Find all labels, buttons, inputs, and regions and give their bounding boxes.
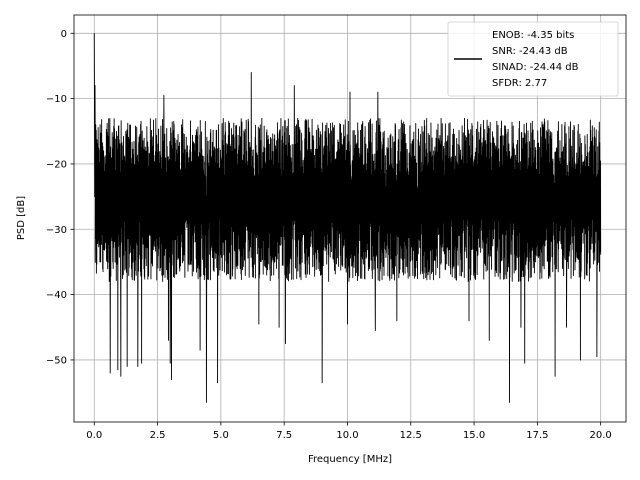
legend-label-sfdr: SFDR: 2.77 <box>492 78 547 89</box>
y-tick-label: 0 <box>61 29 67 40</box>
legend-label-enob: ENOB: -4.35 bits <box>492 30 574 41</box>
x-tick-label: 5.0 <box>213 430 229 441</box>
legend-label-sinad: SINAD: -24.44 dB <box>492 62 579 73</box>
psd-series <box>93 33 602 403</box>
legend: ENOB: -4.35 bits SNR: -24.43 dB SINAD: -… <box>447 21 619 97</box>
x-tick-label: 15.0 <box>463 430 485 441</box>
x-tick-label: 0.0 <box>86 430 102 441</box>
x-tick-label: 2.5 <box>150 430 166 441</box>
y-axis-ticks: 0 −10 −20 −30 −40 −50 <box>46 29 74 366</box>
x-tick-label: 10.0 <box>336 430 358 441</box>
psd-line <box>93 33 602 403</box>
x-axis-label: Frequency [MHz] <box>308 454 392 465</box>
y-tick-label: −40 <box>46 290 67 301</box>
x-tick-label: 20.0 <box>590 430 612 441</box>
y-axis-label: PSD [dB] <box>16 196 27 240</box>
y-tick-label: −50 <box>46 355 67 366</box>
legend-label-snr: SNR: -24.43 dB <box>492 46 568 57</box>
y-tick-label: −20 <box>46 159 67 170</box>
legend-box <box>447 21 619 97</box>
y-tick-label: −30 <box>46 225 67 236</box>
x-tick-label: 7.5 <box>276 430 292 441</box>
x-tick-label: 17.5 <box>526 430 548 441</box>
plot-frame <box>73 14 627 423</box>
x-axis-ticks: 0.0 2.5 5.0 7.5 10.0 12.5 15.0 17.5 20.0 <box>86 422 612 441</box>
y-tick-label: −10 <box>46 94 67 105</box>
x-tick-label: 12.5 <box>400 430 422 441</box>
